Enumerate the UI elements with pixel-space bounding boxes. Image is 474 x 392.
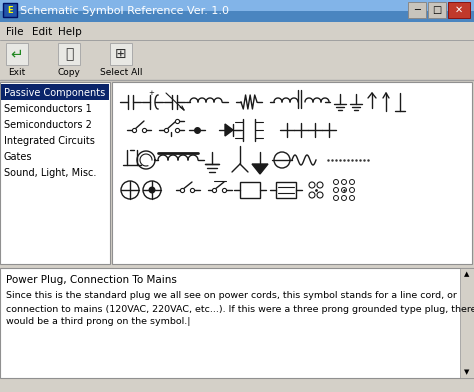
Bar <box>408 2 426 18</box>
Text: ▲: ▲ <box>465 271 470 277</box>
Text: Gates: Gates <box>4 152 33 162</box>
Bar <box>240 182 260 198</box>
Bar <box>6 43 28 65</box>
Text: would be a third prong on the symbol.|: would be a third prong on the symbol.| <box>6 318 191 327</box>
Text: File: File <box>6 27 24 37</box>
Bar <box>0 0 474 11</box>
Bar <box>276 182 296 198</box>
Text: Copy: Copy <box>57 67 81 76</box>
Text: ▼: ▼ <box>465 369 470 375</box>
Text: Sound, Light, Misc.: Sound, Light, Misc. <box>4 168 96 178</box>
Text: Exit: Exit <box>9 67 26 76</box>
Bar <box>428 2 446 18</box>
Polygon shape <box>225 124 233 136</box>
Text: Edit: Edit <box>32 27 52 37</box>
Text: ✕: ✕ <box>455 5 463 15</box>
Bar <box>0 82 110 264</box>
Bar <box>1 84 109 100</box>
Bar <box>3 3 17 17</box>
Text: Schematic Symbol Reference Ver. 1.0: Schematic Symbol Reference Ver. 1.0 <box>20 6 229 16</box>
Text: Semiconductors 2: Semiconductors 2 <box>4 120 92 130</box>
Bar <box>112 82 472 264</box>
Bar <box>0 268 474 378</box>
Text: Help: Help <box>58 27 82 37</box>
Bar <box>0 22 474 40</box>
Text: Power Plug, Connection To Mains: Power Plug, Connection To Mains <box>6 275 177 285</box>
Text: ─: ─ <box>414 5 420 15</box>
Polygon shape <box>252 164 268 174</box>
Circle shape <box>148 187 155 194</box>
Text: ↵: ↵ <box>10 47 23 62</box>
Text: Passive Components: Passive Components <box>4 88 105 98</box>
Text: Integrated Circuits: Integrated Circuits <box>4 136 95 146</box>
Text: Since this is the standard plug we all see on power cords, this symbol stands fo: Since this is the standard plug we all s… <box>6 292 457 301</box>
Bar <box>58 43 80 65</box>
Bar <box>0 11 474 22</box>
Bar <box>460 268 474 378</box>
Bar <box>0 40 474 80</box>
Text: +: + <box>148 90 154 96</box>
Text: connection to mains (120VAC, 220VAC, etc...). If this were a three prong grounde: connection to mains (120VAC, 220VAC, etc… <box>6 305 474 314</box>
Bar <box>110 43 132 65</box>
Text: E: E <box>7 5 13 15</box>
Bar <box>448 2 470 18</box>
Text: □: □ <box>432 5 442 15</box>
Bar <box>0 378 474 392</box>
Text: ⧉: ⧉ <box>65 47 73 61</box>
Text: ⊞: ⊞ <box>115 47 127 61</box>
Text: Semiconductors 1: Semiconductors 1 <box>4 104 92 114</box>
Text: Select All: Select All <box>100 67 142 76</box>
